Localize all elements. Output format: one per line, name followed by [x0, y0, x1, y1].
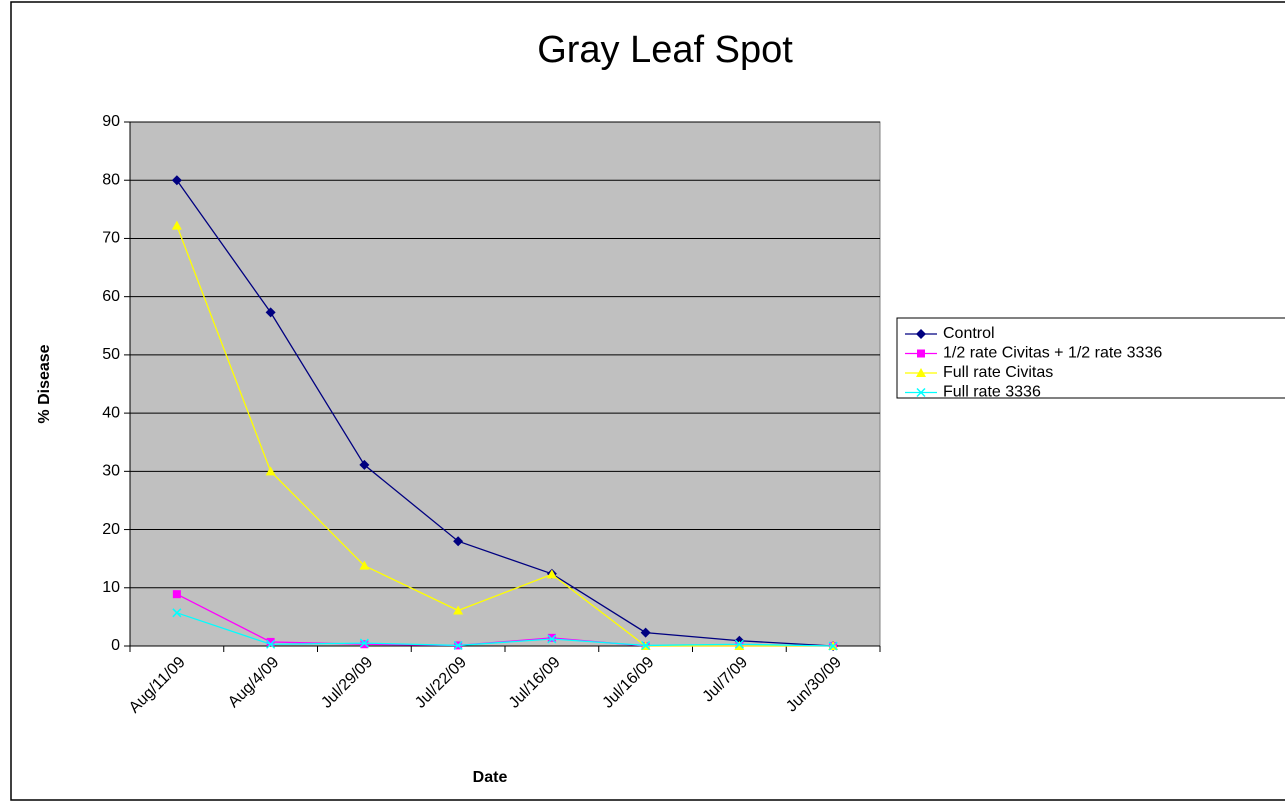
marker — [265, 307, 276, 318]
y-axis-label: % Disease — [36, 344, 53, 423]
marker — [547, 633, 556, 642]
series-line — [176, 179, 834, 647]
y-tick-label: 60 — [102, 288, 120, 305]
marker — [916, 387, 926, 398]
marker — [734, 639, 744, 649]
y-tick-label: 90 — [102, 113, 120, 130]
marker — [266, 637, 275, 646]
legend-label: Full rate 3336 — [943, 384, 1041, 401]
marker — [916, 329, 926, 339]
marker — [265, 466, 276, 476]
marker — [359, 459, 370, 470]
y-tick-label: 10 — [102, 579, 120, 596]
marker — [171, 220, 182, 230]
chart-title: Gray Leaf Spot — [537, 29, 793, 71]
marker — [453, 640, 463, 650]
marker — [916, 368, 926, 377]
marker — [172, 608, 182, 618]
plot-area — [129, 121, 881, 647]
marker — [641, 640, 651, 650]
y-tick-label: 20 — [102, 521, 120, 538]
marker — [640, 627, 651, 638]
marker — [359, 560, 370, 570]
series-line — [176, 612, 834, 647]
marker — [828, 641, 838, 651]
marker — [453, 536, 464, 547]
series-line — [176, 225, 834, 647]
marker — [171, 175, 182, 186]
y-tick-label: 30 — [102, 463, 120, 480]
legend-label: 1/2 rate Civitas + 1/2 rate 3336 — [943, 345, 1162, 362]
marker — [266, 639, 276, 649]
y-tick-label: 50 — [102, 346, 120, 363]
legend-label: Control — [943, 325, 995, 342]
legend-label: Full rate Civitas — [943, 364, 1053, 381]
marker — [359, 638, 369, 648]
marker — [172, 590, 181, 599]
marker — [546, 569, 557, 579]
marker — [917, 349, 925, 358]
marker — [453, 605, 464, 615]
marker — [360, 640, 369, 649]
marker — [547, 634, 557, 644]
legend-box — [896, 317, 1285, 399]
y-tick-label: 40 — [102, 404, 120, 421]
y-tick-label: 0 — [111, 637, 120, 654]
x-axis-label: Date — [473, 769, 508, 786]
y-tick-label: 70 — [102, 230, 120, 247]
y-tick-label: 80 — [102, 171, 120, 188]
